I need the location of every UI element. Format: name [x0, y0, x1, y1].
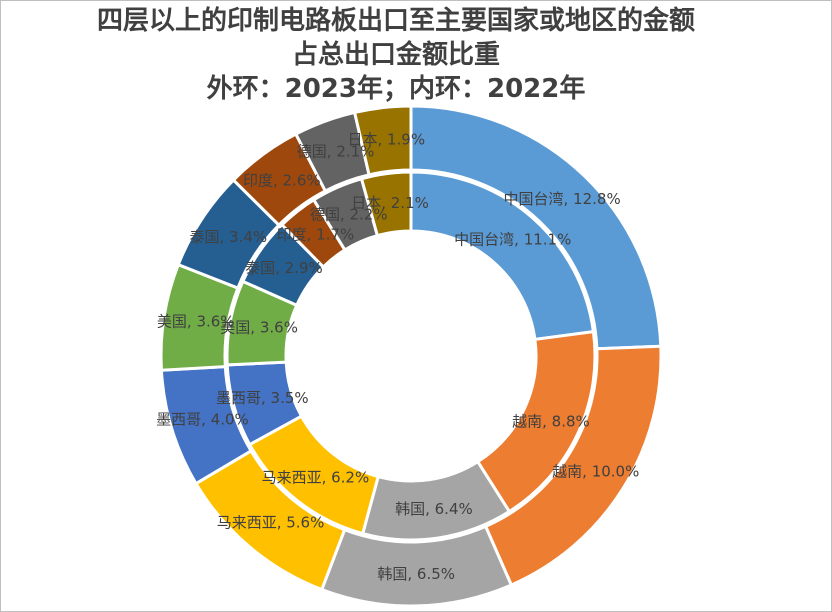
inner-data-label-9: 日本, 2.1%	[351, 194, 429, 212]
inner-data-label-8: 德国, 2.2%	[310, 206, 388, 224]
inner-data-label-6: 泰国, 2.9%	[245, 259, 323, 277]
chart-title-line-2: 占总出口金额比重	[291, 40, 500, 70]
outer-data-label-1: 越南, 10.0%	[552, 463, 639, 481]
inner-slice-9	[359, 170, 413, 238]
outer-data-label-9: 日本, 1.9%	[347, 130, 425, 148]
outer-data-label-3: 马来西亚, 5.6%	[217, 514, 325, 532]
outer-data-label-7: 印度, 2.6%	[243, 171, 321, 189]
outer-data-label-8: 德国, 2.1%	[297, 142, 375, 160]
outer-data-label-6: 泰国, 3.4%	[190, 228, 268, 246]
outer-data-label-4: 墨西哥, 4.0%	[156, 411, 249, 429]
outer-data-label-5: 美国, 3.6%	[157, 313, 235, 331]
outer-data-label-2: 韩国, 6.5%	[377, 565, 455, 583]
chart-title-line-1: 四层以上的印制电路板出口至主要国家或地区的金额	[96, 6, 695, 36]
inner-data-label-5: 美国, 3.6%	[220, 319, 298, 337]
chart-title-line-3: 外环：2023年；内环：2022年	[206, 74, 586, 104]
inner-data-label-7: 印度, 1.7%	[277, 226, 355, 244]
inner-data-label-0: 中国台湾, 11.1%	[454, 231, 571, 249]
outer-data-label-0: 中国台湾, 12.8%	[504, 190, 621, 208]
outer-slice-9	[352, 104, 413, 177]
inner-data-label-1: 越南, 8.8%	[512, 412, 590, 430]
inner-data-label-4: 墨西哥, 3.5%	[216, 389, 309, 407]
inner-data-label-2: 韩国, 6.4%	[395, 500, 473, 518]
inner-data-label-3: 马来西亚, 6.2%	[262, 468, 370, 486]
